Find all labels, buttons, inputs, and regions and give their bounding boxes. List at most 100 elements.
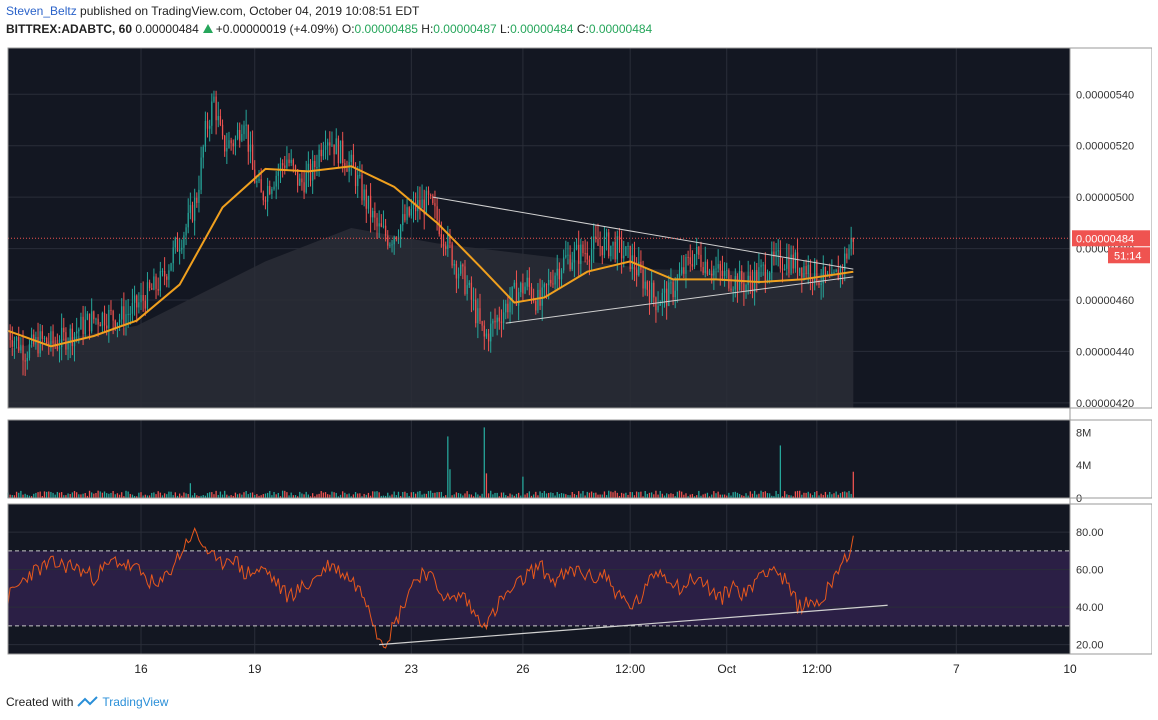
candle-body xyxy=(586,253,588,260)
candle-body xyxy=(170,263,172,271)
countdown-tag xyxy=(1108,247,1150,264)
volume-bar xyxy=(674,496,676,498)
candle-body xyxy=(20,344,22,351)
volume-bar xyxy=(803,492,805,498)
volume-bar xyxy=(824,491,827,498)
candle-body xyxy=(575,244,578,250)
candle-body xyxy=(620,239,623,259)
candle-body xyxy=(434,203,436,207)
candle-body xyxy=(251,144,254,170)
candle-body xyxy=(623,255,625,259)
candle-body xyxy=(389,244,391,246)
candle-body xyxy=(354,167,357,187)
chart-area[interactable]: 0.00000540 0.00000520 0.00000500 0.00000480… xyxy=(6,42,1153,687)
candle-body xyxy=(511,286,513,302)
volume-bar xyxy=(753,490,756,498)
volume-bar xyxy=(18,492,20,498)
candle-body xyxy=(760,264,762,268)
volume-bar xyxy=(487,493,490,498)
candle-body xyxy=(243,125,245,135)
candle-body xyxy=(191,204,194,221)
candle-body xyxy=(427,190,430,195)
candle-body xyxy=(635,269,638,276)
volume-bar xyxy=(786,494,788,498)
candle-body xyxy=(498,317,500,322)
candle-body xyxy=(194,197,196,221)
candle-body xyxy=(361,174,363,201)
volume-bar xyxy=(479,495,481,498)
candle-body xyxy=(629,245,631,270)
candle-body xyxy=(393,237,395,245)
candle-body xyxy=(550,279,552,284)
candle-body xyxy=(483,325,485,337)
candle-body xyxy=(346,168,348,172)
volume-bar xyxy=(329,494,331,498)
volume-bar xyxy=(792,496,794,498)
candle-body xyxy=(324,145,327,150)
candle-body xyxy=(335,138,337,155)
candle-body xyxy=(784,268,786,270)
candle-body xyxy=(743,283,745,292)
symbol-label[interactable]: BITTREX:ADABTC, 60 xyxy=(6,22,133,36)
candle-body xyxy=(500,321,503,324)
author-link[interactable]: Steven_Beltz xyxy=(6,4,77,18)
volume-bar xyxy=(382,495,385,498)
volume-bar xyxy=(239,493,241,498)
candle-body xyxy=(183,235,185,248)
candle-body xyxy=(337,138,340,164)
candle-body xyxy=(509,301,511,313)
tradingview-logo[interactable]: TradingView xyxy=(77,695,168,709)
volume-bar xyxy=(146,495,149,498)
candle-body xyxy=(438,220,440,235)
volume-bar xyxy=(721,494,724,498)
volume-bar xyxy=(696,495,698,498)
volume-bar xyxy=(779,445,782,498)
volume-bar xyxy=(826,494,829,498)
candle-body xyxy=(524,286,526,294)
candle-body xyxy=(696,246,698,255)
candle-body xyxy=(294,165,297,170)
volume-bar xyxy=(659,490,661,498)
volume-bar xyxy=(462,495,464,498)
volume-bar xyxy=(522,476,524,498)
candle-body xyxy=(372,211,374,218)
volume-bar xyxy=(633,495,636,498)
volume-tick-label: 8M xyxy=(1076,427,1091,439)
candle-body xyxy=(127,313,129,315)
candle-body xyxy=(719,264,721,271)
volume-bar xyxy=(460,493,462,498)
volume-bar xyxy=(582,490,584,498)
volume-tick-label: 4M xyxy=(1076,460,1091,472)
close-label: C: xyxy=(576,22,589,36)
volume-bar xyxy=(432,492,434,498)
volume-bar xyxy=(537,495,539,498)
volume-bar xyxy=(24,493,26,498)
volume-bar xyxy=(275,494,277,498)
candle-body xyxy=(616,236,618,260)
candle-body xyxy=(822,266,824,284)
candle-body xyxy=(528,277,530,287)
candle-body xyxy=(807,264,809,274)
volume-bar xyxy=(254,494,256,498)
volume-bar xyxy=(43,491,46,498)
volume-bar xyxy=(588,492,591,498)
candle-body xyxy=(408,207,410,216)
candle-body xyxy=(445,246,447,249)
candle-body xyxy=(790,254,792,273)
candle-body xyxy=(185,227,187,236)
candle-body xyxy=(704,261,706,273)
candle-body xyxy=(303,182,305,193)
candle-body xyxy=(226,147,228,152)
volume-bar xyxy=(236,494,239,498)
chart-svg[interactable]: 0.000005400.000005200.000005000.00000480… xyxy=(6,42,1153,687)
candle-body xyxy=(166,276,168,280)
candle-body xyxy=(151,288,153,290)
candle-body xyxy=(108,310,110,329)
candle-body xyxy=(159,271,161,291)
up-arrow-icon xyxy=(202,24,213,33)
candle-body xyxy=(805,266,807,274)
volume-bar xyxy=(766,493,769,498)
candle-body xyxy=(232,143,234,147)
volume-bar xyxy=(264,493,267,498)
candle-body xyxy=(148,282,151,289)
